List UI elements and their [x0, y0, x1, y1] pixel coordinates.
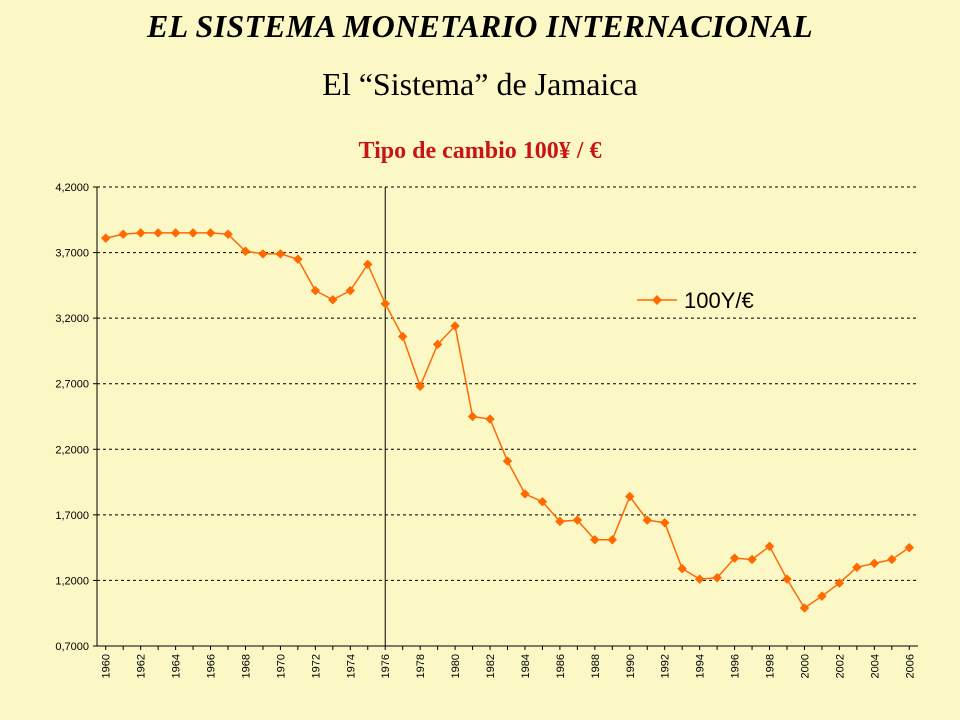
- data-point: [380, 298, 391, 309]
- data-point: [799, 603, 810, 613]
- data-point: [310, 285, 321, 296]
- data-point: [485, 414, 495, 424]
- data-point: [729, 553, 740, 563]
- x-tick-label: 1960: [101, 654, 113, 678]
- data-point: [153, 228, 163, 238]
- x-tick-label: 2004: [869, 654, 881, 678]
- data-point: [607, 534, 618, 545]
- x-tick-label: 1966: [206, 654, 218, 678]
- x-tick-label: 1980: [450, 654, 462, 678]
- data-point: [450, 321, 460, 331]
- chart-series: [100, 228, 915, 613]
- chart-axes: [93, 186, 918, 650]
- y-tick-label: 3,7000: [55, 248, 89, 260]
- x-tick-label: 1992: [660, 654, 672, 678]
- data-point: [170, 228, 181, 238]
- data-point: [904, 542, 915, 553]
- data-point: [293, 254, 303, 264]
- legend-marker: [652, 295, 662, 305]
- series-line: [105, 232, 910, 610]
- chart-title: Tipo de cambio 100¥ / €: [358, 138, 602, 164]
- data-point: [223, 229, 233, 240]
- x-tick-label: 1996: [730, 654, 742, 678]
- x-tick-label: 2006: [904, 654, 916, 678]
- legend-label: 100Y/€: [684, 288, 754, 313]
- page-subtitle: El “Sistema” de Jamaica: [322, 66, 638, 102]
- y-tick-label: 0,7000: [55, 641, 89, 653]
- x-tick-label: 1970: [275, 654, 287, 678]
- data-point: [345, 285, 356, 296]
- data-point: [712, 572, 722, 583]
- data-point: [694, 574, 705, 584]
- x-tick-label: 1982: [485, 654, 497, 678]
- x-tick-label: 1994: [695, 654, 707, 678]
- data-point: [205, 228, 216, 238]
- data-point: [555, 516, 565, 527]
- data-point: [258, 249, 268, 259]
- data-point: [869, 558, 880, 569]
- data-point: [432, 339, 443, 350]
- data-point: [188, 228, 198, 238]
- x-tick-label: 1972: [310, 654, 322, 678]
- data-point: [677, 563, 688, 574]
- data-point: [624, 491, 635, 502]
- chart-legend: 100Y/€: [637, 288, 754, 313]
- x-tick-label: 1968: [240, 654, 252, 678]
- x-tick-label: 1986: [555, 654, 567, 678]
- data-point: [135, 228, 146, 238]
- x-tick-label: 1976: [380, 654, 392, 678]
- data-point: [642, 515, 653, 525]
- y-tick-label: 1,2000: [55, 575, 89, 587]
- data-point: [572, 515, 583, 525]
- x-tick-label: 1978: [415, 654, 427, 678]
- chart-gridlines: [97, 186, 918, 581]
- data-point: [415, 381, 426, 392]
- x-tick-label: 1962: [136, 654, 148, 678]
- data-point: [834, 578, 845, 588]
- x-tick-label: 1984: [520, 654, 532, 678]
- data-point: [817, 591, 827, 602]
- x-tick-label: 2000: [799, 654, 811, 678]
- data-point: [240, 246, 251, 257]
- data-point: [886, 554, 897, 565]
- y-tick-label: 2,7000: [55, 379, 89, 391]
- x-tick-label: 1988: [590, 654, 602, 678]
- data-point: [764, 541, 775, 552]
- x-tick-label: 2002: [834, 654, 846, 678]
- data-point: [782, 574, 792, 584]
- x-axis-tick-labels: 1960 1962 1964 1966 1968 1970 1972 1974 1976 1978…: [101, 654, 917, 678]
- y-tick-label: 2,2000: [55, 444, 89, 456]
- data-point: [275, 249, 286, 259]
- data-point: [659, 517, 670, 528]
- x-tick-label: 1990: [625, 654, 637, 678]
- data-point: [747, 554, 757, 565]
- data-point: [589, 534, 600, 545]
- data-point: [362, 259, 373, 270]
- x-tick-label: 1998: [765, 654, 777, 678]
- y-tick-label: 1,7000: [55, 510, 89, 522]
- page-title: EL SISTEMA MONETARIO INTERNACIONAL: [146, 8, 814, 44]
- data-point: [118, 229, 129, 240]
- data-point: [397, 331, 408, 342]
- data-point: [537, 496, 548, 507]
- y-tick-label: 4,2000: [55, 182, 89, 194]
- y-axis-tick-labels: 4,2000 3,7000 3,2000 2,7000 2,2000 1,7000 1,20…: [55, 182, 89, 653]
- data-point: [520, 489, 530, 499]
- x-tick-label: 1964: [171, 654, 183, 678]
- y-tick-label: 3,2000: [55, 313, 89, 325]
- data-point: [467, 411, 478, 422]
- data-point: [100, 233, 111, 243]
- data-point: [502, 456, 513, 466]
- x-tick-label: 1974: [345, 654, 357, 678]
- data-point: [327, 294, 338, 305]
- data-point: [852, 562, 862, 573]
